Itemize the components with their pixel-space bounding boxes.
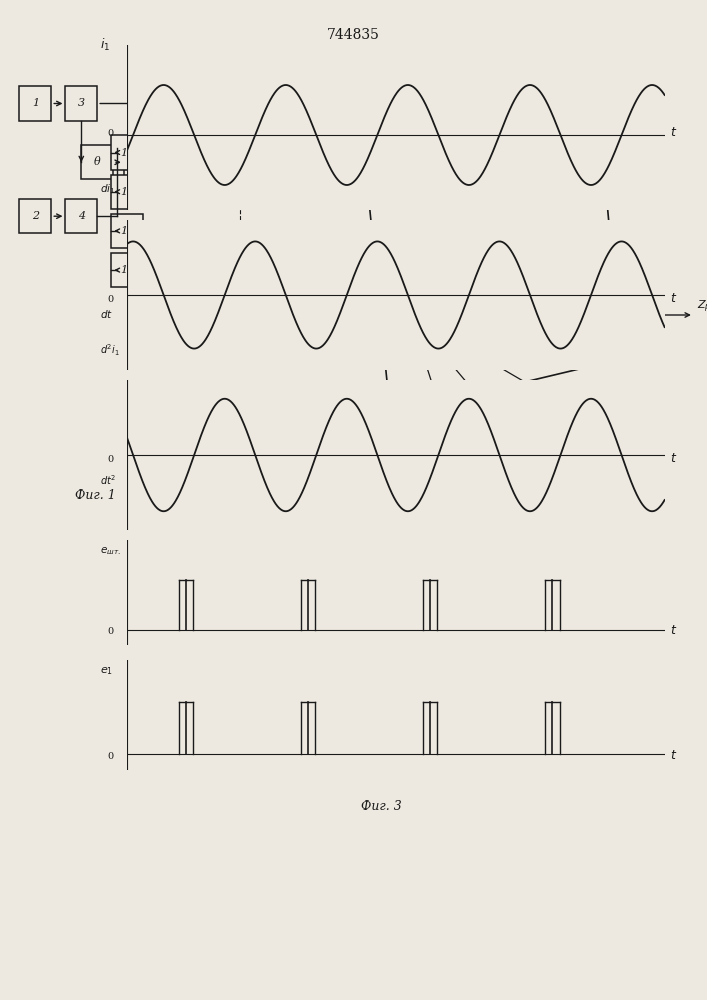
Text: $dt$: $dt$ bbox=[100, 308, 113, 320]
Bar bbox=[124, 145, 156, 179]
Bar bbox=[66, 86, 98, 121]
Bar bbox=[20, 199, 52, 233]
Text: $Z_{c.p.мин}$: $Z_{c.p.мин}$ bbox=[325, 427, 359, 440]
Bar bbox=[112, 135, 143, 170]
Text: θ: θ bbox=[94, 157, 100, 167]
Text: 0: 0 bbox=[107, 296, 114, 304]
Text: 0: 0 bbox=[107, 456, 114, 464]
Text: 11: 11 bbox=[120, 265, 134, 275]
Text: Фиг. 2: Фиг. 2 bbox=[489, 464, 530, 478]
Text: $e_1$: $e_1$ bbox=[100, 666, 113, 677]
Text: 10: 10 bbox=[165, 239, 177, 248]
Text: 12: 12 bbox=[166, 147, 180, 157]
Text: $t$: $t$ bbox=[670, 749, 677, 762]
Bar bbox=[112, 175, 143, 209]
Text: $t$: $t$ bbox=[670, 452, 677, 466]
Text: 3: 3 bbox=[78, 99, 85, 108]
Text: 744835: 744835 bbox=[327, 28, 380, 42]
Text: 9: 9 bbox=[255, 99, 262, 108]
Bar bbox=[204, 135, 235, 170]
Text: 7: 7 bbox=[136, 157, 144, 167]
Text: $Z_p$: $Z_p$ bbox=[697, 299, 707, 315]
Text: $d^2i_1$: $d^2i_1$ bbox=[100, 342, 120, 358]
Text: 0: 0 bbox=[107, 129, 114, 138]
Text: 11: 11 bbox=[120, 147, 134, 157]
Text: $\varphi_{p.мин.у.к}$: $\varphi_{p.мин.у.к}$ bbox=[370, 336, 413, 347]
Text: Фиг. 3: Фиг. 3 bbox=[361, 800, 402, 813]
Bar bbox=[200, 86, 232, 121]
Bar bbox=[20, 86, 52, 121]
Text: $t$: $t$ bbox=[670, 292, 677, 306]
Text: 4: 4 bbox=[78, 211, 85, 221]
Text: $i_1$: $i_1$ bbox=[100, 37, 110, 53]
Text: $e_{шт.}$: $e_{шт.}$ bbox=[100, 545, 121, 557]
Text: $\bar{Z}_{c.p.мин.II}$: $\bar{Z}_{c.p.мин.II}$ bbox=[489, 149, 534, 166]
Text: $dt^2$: $dt^2$ bbox=[100, 473, 117, 487]
Bar bbox=[112, 214, 143, 248]
Text: 11: 11 bbox=[120, 187, 134, 197]
Text: 10: 10 bbox=[165, 200, 177, 209]
Text: b: b bbox=[351, 68, 358, 82]
Text: $Z_{c.p.мин.a}$: $Z_{c.p.мин.a}$ bbox=[529, 416, 571, 430]
Text: 11: 11 bbox=[120, 226, 134, 236]
Text: $di_1$: $di_1$ bbox=[100, 182, 116, 196]
Text: 8: 8 bbox=[212, 99, 219, 108]
Text: 15: 15 bbox=[212, 147, 226, 157]
Text: a: a bbox=[608, 195, 616, 208]
Bar bbox=[112, 253, 143, 287]
Text: $\varphi_p. Z_d$: $\varphi_p. Z_d$ bbox=[387, 267, 416, 281]
Text: Фиг. 1: Фиг. 1 bbox=[75, 489, 116, 502]
Bar bbox=[81, 145, 113, 179]
Bar bbox=[66, 199, 98, 233]
Text: 10: 10 bbox=[165, 161, 177, 170]
Text: 2: 2 bbox=[32, 211, 39, 221]
Bar bbox=[157, 135, 189, 170]
Text: C: C bbox=[337, 195, 347, 208]
Text: 1: 1 bbox=[32, 99, 39, 108]
Text: $C\varphi_{p.мин.ч.а}$: $C\varphi_{p.мин.ч.а}$ bbox=[430, 438, 474, 452]
Bar bbox=[150, 86, 182, 121]
Text: d: d bbox=[532, 324, 539, 334]
Text: 0: 0 bbox=[107, 628, 114, 637]
Text: 5: 5 bbox=[163, 99, 170, 108]
Text: $t$: $t$ bbox=[670, 126, 677, 139]
Bar bbox=[242, 86, 274, 121]
Text: 0: 0 bbox=[107, 752, 114, 761]
Text: $t$: $t$ bbox=[670, 624, 677, 638]
